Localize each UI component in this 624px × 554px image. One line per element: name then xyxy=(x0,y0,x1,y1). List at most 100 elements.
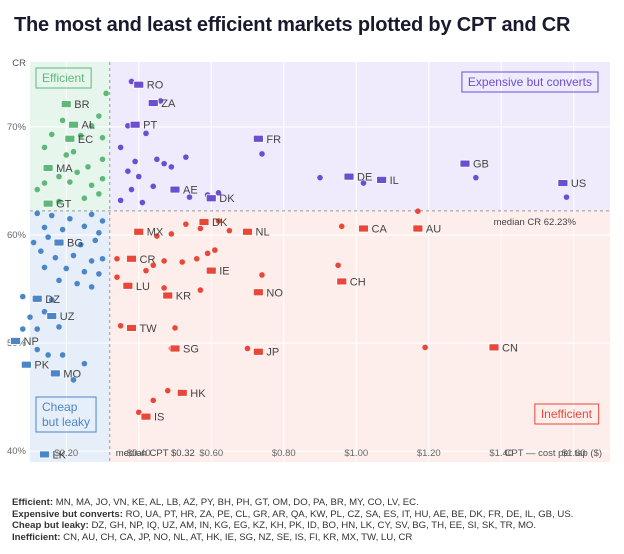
bg-expensive xyxy=(109,62,610,211)
x-tick-label: $1.60 xyxy=(562,448,586,459)
flag-icon xyxy=(252,288,264,297)
quadrant-label-box xyxy=(461,71,599,93)
flag-icon xyxy=(205,194,217,203)
point-leaky xyxy=(27,314,33,320)
point-inefficient xyxy=(168,231,175,237)
point-expensive xyxy=(143,130,149,137)
point-expensive xyxy=(563,194,570,200)
point-leaky xyxy=(70,377,77,383)
point-leaky xyxy=(19,293,26,300)
point-efficient xyxy=(99,156,106,163)
point-leaky xyxy=(96,271,102,277)
point-label-jp: JP xyxy=(266,347,279,359)
flag-icon xyxy=(198,218,210,226)
point-expensive xyxy=(150,183,157,190)
point-leaky xyxy=(48,297,55,303)
point-label-hk: HK xyxy=(190,388,206,400)
point-labels: RO ZA PT FR DE IL GB US AE DK BR AL EC MA GT DK MX NL CA AU… xyxy=(24,80,587,462)
point-label-tw: TW xyxy=(140,323,158,335)
point-leaky xyxy=(56,277,62,284)
point-leaky xyxy=(67,215,73,222)
point-leaky xyxy=(59,352,66,358)
point-leaky xyxy=(81,268,88,275)
point-inefficient xyxy=(338,223,345,230)
point-efficient xyxy=(74,169,80,176)
point-leaky xyxy=(99,218,106,224)
flag-icon xyxy=(133,80,145,89)
point-label-pk: PK xyxy=(34,360,49,372)
flag-icon xyxy=(42,164,54,172)
point-expensive xyxy=(161,160,167,167)
quadrant-label-expensive: Expensive but converts xyxy=(461,71,599,93)
point-efficient xyxy=(56,198,62,205)
point-label-ch: CH xyxy=(350,276,366,288)
flag-icon xyxy=(488,343,500,352)
point-expensive xyxy=(132,158,138,165)
flag-icon xyxy=(140,412,152,421)
quadrant-label-efficient: Efficient xyxy=(35,67,92,89)
scatter-chart: median CPT $0.32 median CR 62.23% $0.20 $0… xyxy=(7,58,610,462)
point-expensive xyxy=(215,190,222,196)
point-expensive xyxy=(154,156,160,163)
flag-icon xyxy=(205,266,217,275)
point-leaky xyxy=(63,265,70,272)
point-label-ma: MA xyxy=(56,163,73,175)
point-label-za: ZA xyxy=(161,98,176,110)
point-expensive xyxy=(139,199,146,206)
point-expensive xyxy=(157,98,164,104)
quadrant-label-box xyxy=(534,403,600,425)
point-leaky xyxy=(30,239,37,246)
flag-icon xyxy=(31,294,43,303)
point-leaky xyxy=(81,223,88,230)
flag-icon xyxy=(459,159,471,168)
x-tick-label: $0.60 xyxy=(199,448,223,459)
point-expensive xyxy=(317,174,323,181)
flag-icon xyxy=(39,450,50,459)
point-inefficient xyxy=(335,262,341,269)
x-tick-label: $1.20 xyxy=(417,448,441,459)
x-tick-label: $0.40 xyxy=(127,448,151,459)
flag-icon xyxy=(162,291,174,300)
point-efficient xyxy=(88,122,95,129)
point-label-al: AL xyxy=(82,120,95,132)
flag-icon xyxy=(376,175,388,184)
quadrant-label-text: Inefficient xyxy=(541,407,593,421)
point-leaky xyxy=(74,280,80,287)
y-tick-label: 40% xyxy=(7,446,27,457)
point-efficient xyxy=(85,164,91,170)
note-inefficient: Inefficient: CN, AU, CH, CA, JP, NO, NL,… xyxy=(12,531,413,543)
quadrant-label-box xyxy=(35,67,92,89)
point-label-cn: CN xyxy=(502,342,518,354)
quadrant-label-text: Expensive but converts xyxy=(468,75,592,89)
point-expensive xyxy=(117,197,124,204)
point-efficient xyxy=(77,132,84,139)
quadrant-label-text: Cheap xyxy=(42,400,78,414)
point-label-bg: BG xyxy=(67,238,83,250)
flag-icon xyxy=(242,227,253,236)
point-inefficient xyxy=(161,258,167,264)
point-label-us: US xyxy=(571,178,586,190)
point-inefficient xyxy=(215,218,222,224)
point-inefficient xyxy=(150,262,157,269)
flag-icon xyxy=(126,324,137,332)
point-expensive xyxy=(186,194,193,200)
point-inefficient xyxy=(150,397,157,404)
flag-icon xyxy=(46,312,58,320)
point-inefficient xyxy=(204,250,211,257)
point-expensive xyxy=(168,164,175,170)
point-leaky xyxy=(88,258,95,264)
point-inefficient xyxy=(154,233,160,239)
note-expensive: Expensive but converts: RO, UA, PT, HR, … xyxy=(12,508,574,520)
point-inefficient xyxy=(114,255,120,262)
point-efficient xyxy=(99,134,106,141)
x-tick-label: $0.80 xyxy=(272,448,296,459)
point-leaky xyxy=(52,254,59,261)
point-inefficient xyxy=(422,344,428,351)
grid xyxy=(30,62,610,462)
quadrant-label-text: but leaky xyxy=(42,415,90,429)
point-efficient xyxy=(56,173,62,180)
x-tick-label: $1.40 xyxy=(489,448,513,459)
point-leaky xyxy=(38,248,44,254)
point-label-sg: SG xyxy=(183,343,199,355)
